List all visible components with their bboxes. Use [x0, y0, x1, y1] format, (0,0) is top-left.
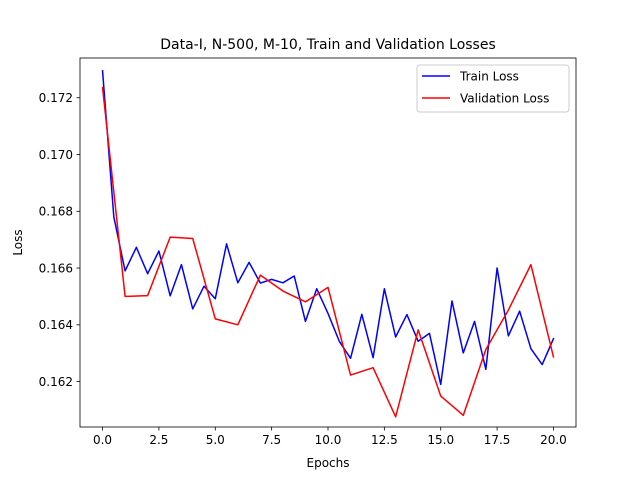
chart-title: Data-I, N-500, M-10, Train and Validatio…: [160, 37, 496, 53]
series-line-validation-loss: [101, 86, 555, 418]
y-tick-label: 0.168: [39, 205, 73, 219]
y-tick-label: 0.166: [39, 261, 73, 275]
x-tick-label: 15.0: [427, 433, 454, 447]
x-tick-label: 2.5: [149, 433, 168, 447]
series-line-train-loss: [101, 69, 555, 386]
x-tick-label: 20.0: [540, 433, 567, 447]
x-tick-label: 5.0: [206, 433, 225, 447]
x-tick-label: 0.0: [93, 433, 112, 447]
x-tick-label: 17.5: [484, 433, 511, 447]
legend: Train Loss Validation Loss: [416, 64, 570, 113]
legend-label: Validation Loss: [460, 92, 549, 106]
y-tick-label: 0.170: [39, 148, 73, 162]
x-axis-label: Epochs: [307, 456, 350, 470]
y-tick-label: 0.172: [39, 91, 73, 105]
x-tick-label: 10.0: [315, 433, 342, 447]
series-layer: [101, 69, 555, 418]
y-tick-label: 0.162: [39, 375, 73, 389]
legend-box: [416, 64, 570, 113]
x-tick-label: 7.5: [262, 433, 281, 447]
y-tick-label: 0.164: [39, 318, 73, 332]
legend-label: Train Loss: [459, 70, 519, 84]
y-axis-label: Loss: [11, 229, 25, 255]
y-axis-ticks: 0.162 0.164 0.166 0.168 0.170 0.172: [39, 91, 80, 389]
x-axis-ticks: 0.0 2.5 5.0 7.5 10.0 12.5 15.0 17.5 20.0: [93, 427, 567, 447]
x-tick-label: 12.5: [371, 433, 398, 447]
